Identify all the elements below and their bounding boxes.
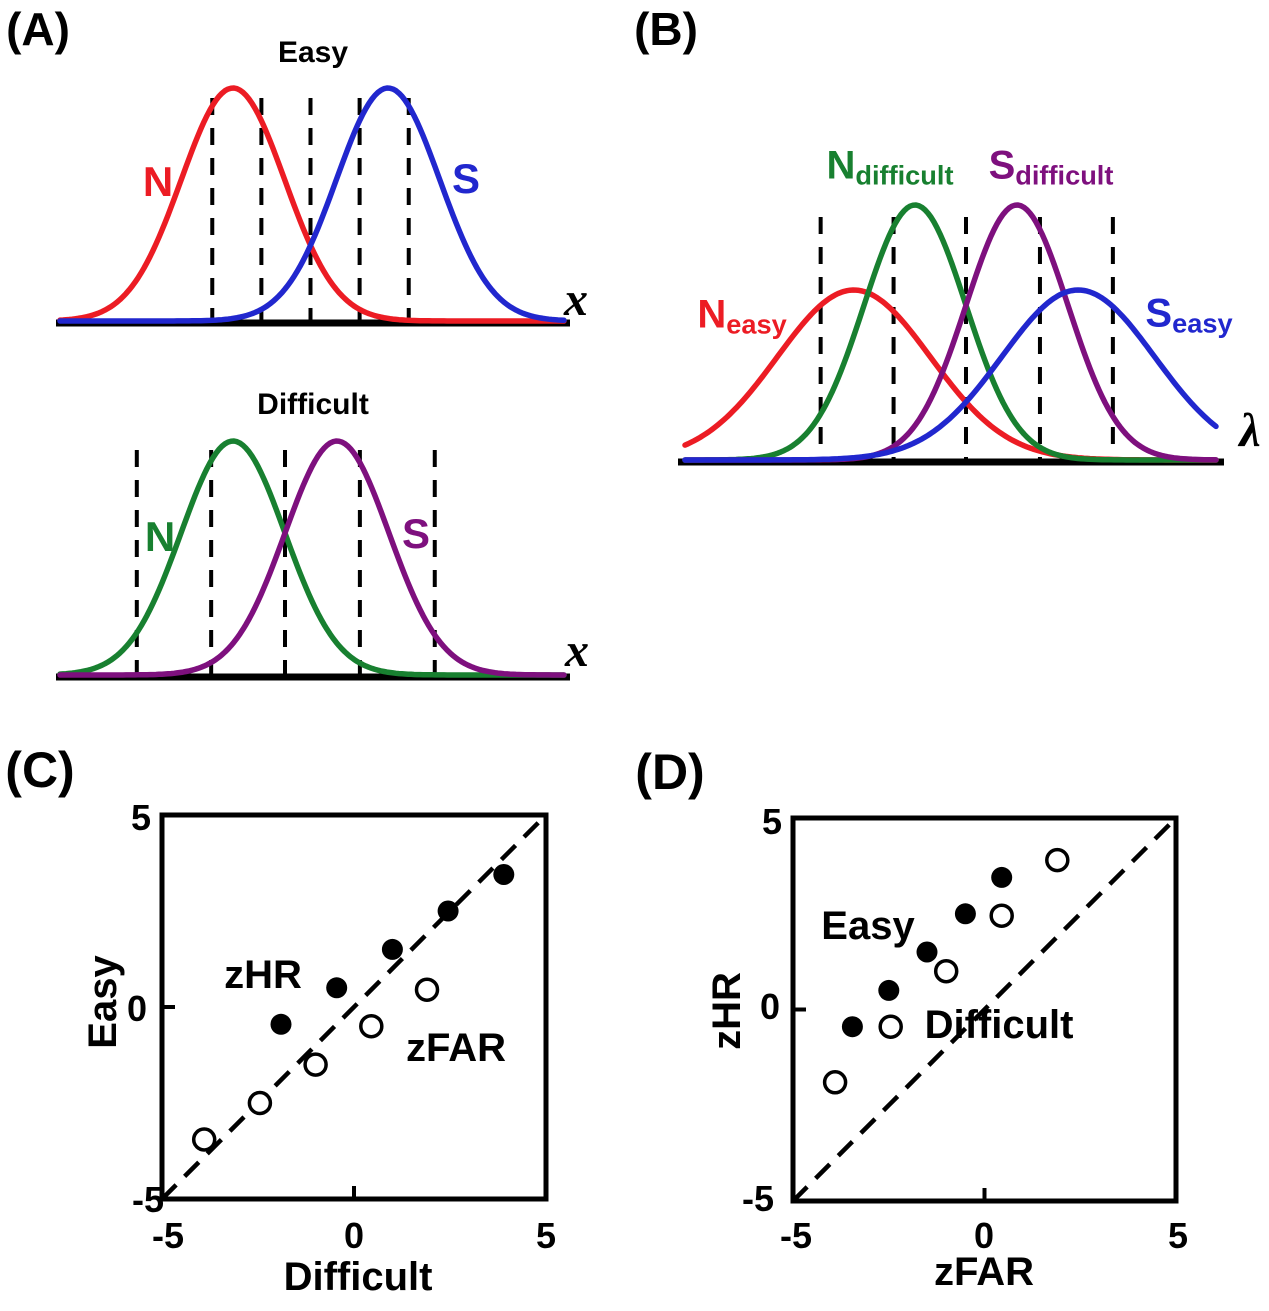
d-xtick-neg5: -5 [779,1215,813,1256]
d-xtick-0: 0 [973,1215,995,1256]
n-difficult-sub: difficult [855,159,954,191]
difficult-plot-title: Difficult [257,388,369,421]
d-ytick-5: 5 [761,801,783,842]
d-ytick-neg5: -5 [741,1178,775,1219]
d-y-axis-label: zHR [705,972,749,1050]
easy-series-annotation: Easy [821,904,915,948]
c-y-axis-label: Easy [81,955,125,1049]
lambda-axis-symbol: λ [1239,404,1261,457]
d-ytick-0: 0 [759,986,781,1027]
d-x-axis-label: zFAR [934,1250,1034,1294]
difficult-series-annotation: Difficult [924,1003,1074,1047]
easy-plot-title: Easy [277,36,349,69]
zfar-series-annotation: zFAR [406,1026,506,1070]
panel-d-letter: (D) [635,744,705,800]
s-easy-main: S [1145,291,1173,336]
s-difficult-curve-label: Sdifficult [989,145,1114,188]
s-easy-curve-label: Seasy [1145,293,1232,336]
panel-a-letter: (A) [6,3,70,55]
n-easy-sub: easy [726,308,787,340]
c-xtick-0: 0 [343,1215,365,1256]
s-easy-sub: easy [1172,307,1233,339]
noise-curve-label-easy: N [142,158,174,205]
x-axis-symbol-difficult: x [565,624,589,677]
n-difficult-main: N [826,143,856,188]
c-ytick-neg5: -5 [131,1179,165,1220]
n-difficult-curve-label: Ndifficult [826,145,953,188]
s-difficult-sub: difficult [1015,159,1114,191]
signal-curve-label-difficult: S [401,510,431,557]
zhr-series-annotation: zHR [224,953,302,997]
n-easy-curve-label: Neasy [697,294,786,337]
c-xtick-neg5: -5 [151,1215,185,1256]
c-x-axis-label: Difficult [283,1255,433,1299]
d-xtick-5: 5 [1167,1215,1189,1256]
c-ytick-0: 0 [126,988,148,1029]
panel-b-letter: (B) [634,3,698,55]
c-ytick-5: 5 [130,797,152,838]
panel-c-letter: (C) [5,742,75,798]
noise-curve-label-difficult: N [144,513,176,560]
s-difficult-main: S [988,143,1016,188]
signal-curve-label-easy: S [451,155,481,202]
x-axis-symbol-easy: x [564,273,588,326]
n-easy-main: N [697,292,727,337]
c-xtick-5: 5 [535,1215,557,1256]
